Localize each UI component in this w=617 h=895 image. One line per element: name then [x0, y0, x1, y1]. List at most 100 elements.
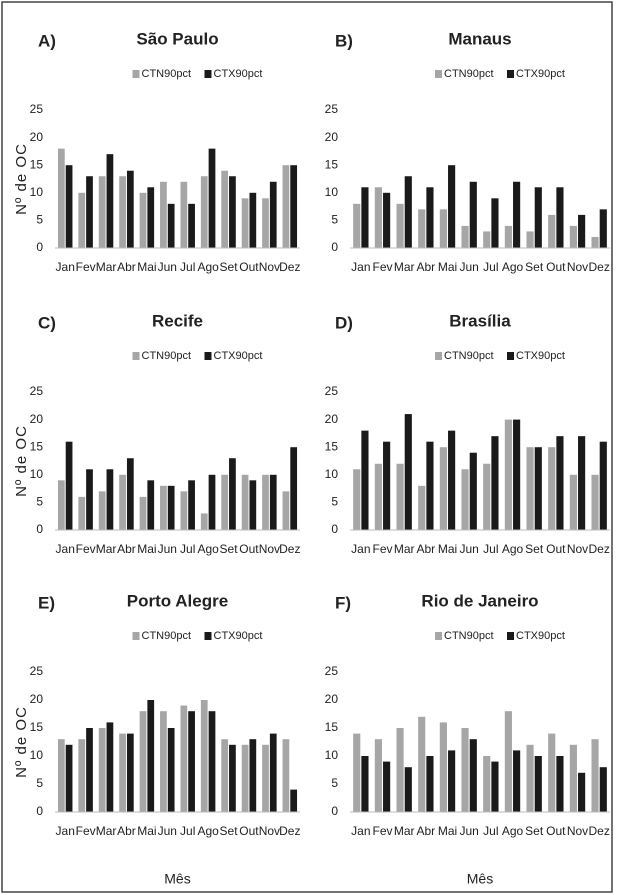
bar: [229, 458, 236, 530]
x-tick-label: Mai: [438, 542, 457, 556]
bar: [461, 225, 469, 248]
x-tick-label: Dez: [279, 824, 300, 838]
x-tick-label: Fev: [76, 542, 96, 556]
bar: [78, 496, 86, 530]
bar: [119, 176, 126, 248]
x-tick-label: Set: [525, 824, 544, 838]
bar: [98, 491, 106, 530]
y-tick-label: 20: [30, 412, 44, 426]
x-tick-label: Fev: [76, 260, 96, 274]
bar: [483, 756, 491, 812]
legend-swatch: [435, 352, 442, 360]
bar: [556, 187, 564, 248]
bar: [599, 767, 607, 812]
bar: [591, 739, 599, 812]
bar: [126, 733, 134, 812]
y-tick-label: 0: [331, 804, 338, 818]
x-tick-label: Set: [220, 260, 239, 274]
x-tick-label: Jun: [459, 260, 478, 274]
legend-label: CTX90pct: [516, 68, 565, 80]
legend-label: CTX90pct: [214, 350, 263, 362]
y-tick-label: 5: [331, 776, 338, 790]
bar: [374, 739, 382, 812]
x-tick-label: Mai: [137, 260, 156, 274]
x-tick-label: Jul: [180, 260, 195, 274]
bar: [180, 705, 188, 812]
x-tick-label: Nov: [567, 542, 588, 556]
y-tick-label: 25: [30, 664, 44, 678]
bar: [147, 187, 155, 248]
x-tick-label: Jul: [483, 824, 498, 838]
bar: [229, 176, 236, 248]
bar: [578, 772, 586, 812]
bar: [98, 728, 106, 812]
bar: [86, 728, 93, 812]
bar: [448, 165, 456, 248]
bar: [569, 225, 577, 248]
y-tick-label: 15: [325, 720, 339, 734]
legend-label: CTN90pct: [142, 350, 192, 362]
x-tick-label: Jan: [351, 824, 370, 838]
bar: [160, 485, 167, 530]
x-tick-label: Mar: [96, 824, 117, 838]
x-tick-label: Ago: [197, 824, 219, 838]
bar: [383, 761, 391, 812]
x-tick-label: Abr: [117, 260, 136, 274]
bar: [262, 198, 269, 248]
bar: [57, 480, 65, 530]
bar: [374, 187, 382, 248]
legend-label: CTX90pct: [214, 630, 263, 642]
legend-swatch: [204, 70, 212, 78]
bar: [106, 722, 114, 812]
bar: [426, 441, 434, 530]
legend-swatch: [507, 70, 514, 78]
bar: [208, 148, 216, 248]
y-tick-label: 25: [30, 384, 44, 398]
y-axis-label: Nº de OC: [13, 425, 30, 497]
chart-title: São Paulo: [136, 29, 218, 48]
bar: [439, 209, 447, 248]
bar: [556, 756, 564, 812]
legend-label: CTX90pct: [214, 68, 263, 80]
bar: [200, 513, 208, 530]
y-tick-label: 10: [325, 185, 339, 199]
x-tick-label: Ago: [197, 260, 219, 274]
bar: [139, 711, 147, 812]
legend-label: CTN90pct: [444, 68, 494, 80]
bar: [491, 761, 499, 812]
x-tick-label: Dez: [279, 260, 300, 274]
bar: [249, 480, 257, 530]
x-tick-label: Set: [220, 824, 239, 838]
chart-title: Brasília: [449, 311, 511, 330]
bar: [591, 236, 599, 248]
bar: [147, 480, 155, 530]
bar: [569, 744, 577, 812]
bar: [241, 198, 249, 248]
bar: [241, 744, 249, 812]
bar: [126, 458, 134, 530]
x-tick-label: Fev: [372, 824, 392, 838]
y-tick-label: 15: [325, 157, 339, 171]
bar: [439, 722, 447, 812]
x-tick-label: Jan: [351, 260, 370, 274]
bar: [180, 491, 188, 530]
x-tick-label: Mar: [394, 542, 415, 556]
panel-label: F): [335, 593, 351, 612]
bar: [439, 447, 447, 530]
bar: [221, 474, 229, 530]
legend-swatch: [204, 352, 212, 360]
y-tick-label: 5: [36, 213, 43, 227]
bar: [147, 700, 155, 812]
x-tick-label: Set: [220, 542, 239, 556]
bar: [361, 430, 369, 530]
y-tick-label: 5: [36, 495, 43, 509]
bar: [448, 430, 456, 530]
x-axis-label: Mês: [467, 871, 493, 887]
bar: [396, 203, 404, 248]
x-tick-label: Mar: [96, 260, 117, 274]
bar: [290, 447, 298, 530]
x-tick-label: Out: [239, 260, 259, 274]
bar: [57, 148, 65, 248]
bar: [241, 474, 249, 530]
y-tick-label: 0: [36, 804, 43, 818]
